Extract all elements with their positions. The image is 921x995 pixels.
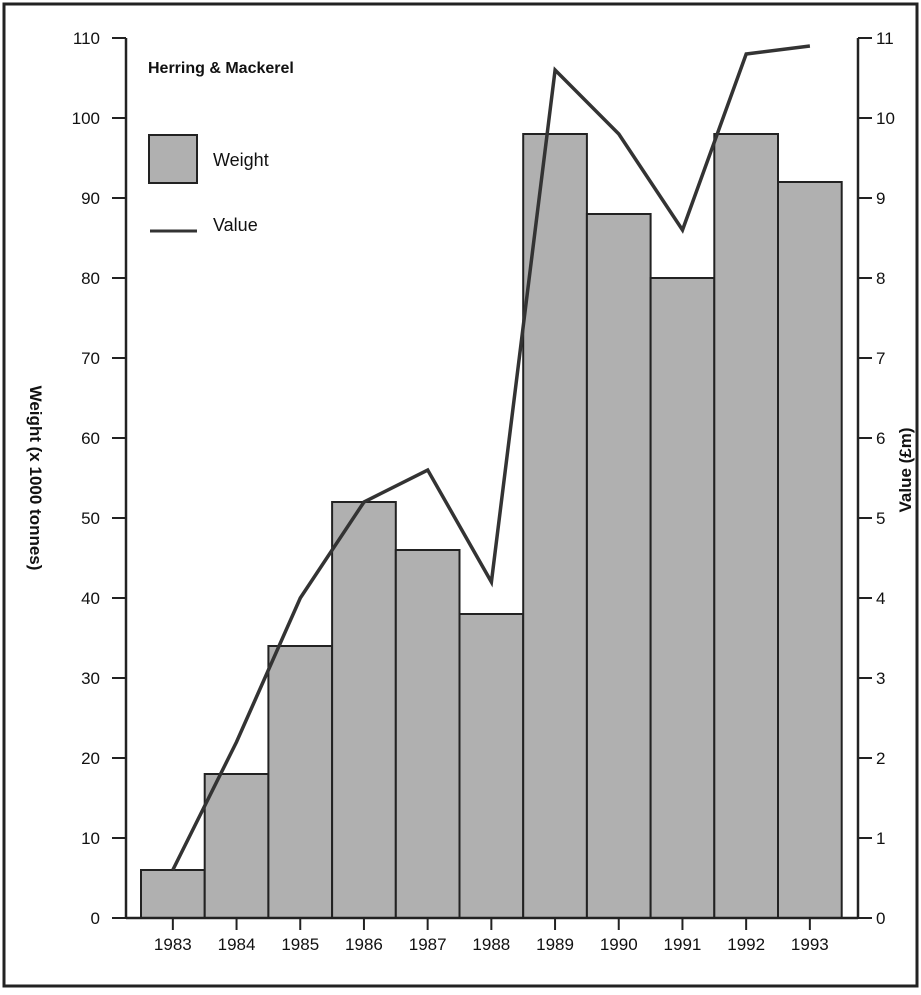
weight-bar-1986 (332, 502, 396, 918)
x-tick-label: 1992 (727, 935, 765, 954)
left-tick-label: 90 (81, 189, 100, 208)
right-tick-label: 8 (876, 269, 885, 288)
right-tick-label: 4 (876, 589, 885, 608)
left-tick-label: 0 (91, 909, 100, 928)
right-tick-label: 1 (876, 829, 885, 848)
left-axis-title: Weight (x 1000 tonnes) (26, 386, 45, 571)
x-tick-label: 1991 (664, 935, 702, 954)
left-tick-label: 50 (81, 509, 100, 528)
legend-weight-label: Weight (213, 150, 269, 170)
x-tick-label: 1993 (791, 935, 829, 954)
left-tick-label: 80 (81, 269, 100, 288)
weight-bar-1988 (460, 614, 524, 918)
x-tick-label: 1984 (218, 935, 256, 954)
left-tick-label: 40 (81, 589, 100, 608)
left-tick-label: 20 (81, 749, 100, 768)
x-tick-label: 1987 (409, 935, 447, 954)
right-tick-label: 10 (876, 109, 895, 128)
x-tick-label: 1985 (281, 935, 319, 954)
x-tick-label: 1983 (154, 935, 192, 954)
x-tick-label: 1989 (536, 935, 574, 954)
weight-bar-1993 (778, 182, 842, 918)
right-tick-label: 2 (876, 749, 885, 768)
right-tick-label: 11 (876, 29, 894, 48)
weight-bar-1985 (268, 646, 332, 918)
weight-bar-1991 (651, 278, 715, 918)
right-tick-label: 7 (876, 349, 885, 368)
left-tick-label: 10 (81, 829, 100, 848)
right-tick-label: 6 (876, 429, 885, 448)
right-axis-title: Value (£m) (896, 427, 915, 512)
chart-title: Herring & Mackerel (148, 60, 294, 77)
legend-weight-swatch (149, 135, 197, 183)
weight-bar-1984 (205, 774, 269, 918)
weight-bar-1992 (714, 134, 778, 918)
x-tick-label: 1988 (472, 935, 510, 954)
right-tick-label: 3 (876, 669, 885, 688)
weight-bar-1987 (396, 550, 460, 918)
x-tick-label: 1986 (345, 935, 383, 954)
weight-bar-1990 (587, 214, 651, 918)
right-tick-label: 9 (876, 189, 885, 208)
right-tick-label: 0 (876, 909, 885, 928)
left-tick-label: 30 (81, 669, 100, 688)
legend-value-label: Value (213, 215, 258, 235)
left-tick-label: 60 (81, 429, 100, 448)
left-tick-label: 110 (73, 29, 100, 48)
weight-bar-1983 (141, 870, 205, 918)
left-tick-label: 100 (72, 109, 100, 128)
right-tick-label: 5 (876, 509, 885, 528)
x-tick-label: 1990 (600, 935, 638, 954)
left-tick-label: 70 (81, 349, 100, 368)
